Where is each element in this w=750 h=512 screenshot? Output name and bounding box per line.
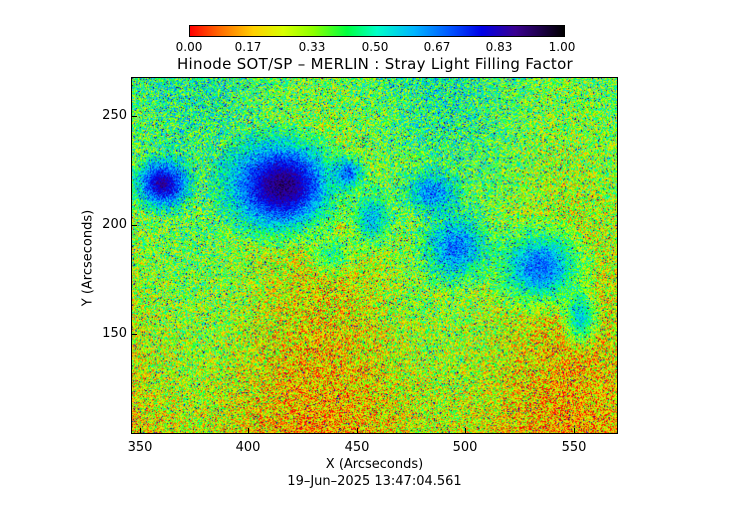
- y-tick-mark: [131, 116, 137, 117]
- colorbar-tick: 0.17: [234, 40, 262, 54]
- x-tick-label: 350: [127, 440, 153, 455]
- y-axis-label: Y (Arcseconds): [80, 209, 96, 307]
- x-tick-label: 500: [452, 440, 478, 455]
- colorbar-tick: 0.67: [423, 40, 451, 54]
- timestamp: 19–Jun–2025 13:47:04.561: [287, 474, 462, 489]
- colorbar-tick: 1.00: [548, 40, 576, 54]
- x-tick-mark: [248, 428, 249, 434]
- colorbar-tick: 0.83: [485, 40, 513, 54]
- x-tick-mark: [140, 428, 141, 434]
- x-tick-mark: [357, 428, 358, 434]
- stray-light-map-image: [132, 78, 617, 433]
- x-tick-label: 550: [561, 440, 587, 455]
- y-tick-mark: [131, 225, 137, 226]
- x-tick-label: 450: [344, 440, 370, 455]
- y-tick-mark: [131, 334, 137, 335]
- colorbar-tick: 0.50: [361, 40, 389, 54]
- plot-title: Hinode SOT/SP – MERLIN : Stray Light Fil…: [176, 55, 574, 73]
- y-tick-label: 150: [102, 326, 127, 341]
- x-axis-label: X (Arcseconds): [325, 457, 424, 472]
- x-tick-label: 400: [235, 440, 261, 455]
- x-tick-mark: [574, 428, 575, 434]
- colorbar: [189, 25, 565, 37]
- y-tick-label: 200: [102, 217, 127, 232]
- colorbar-tick: 0.33: [298, 40, 326, 54]
- y-tick-label: 250: [102, 108, 127, 123]
- map-plot-area: [131, 77, 618, 434]
- x-tick-mark: [465, 428, 466, 434]
- colorbar-tick: 0.00: [175, 40, 203, 54]
